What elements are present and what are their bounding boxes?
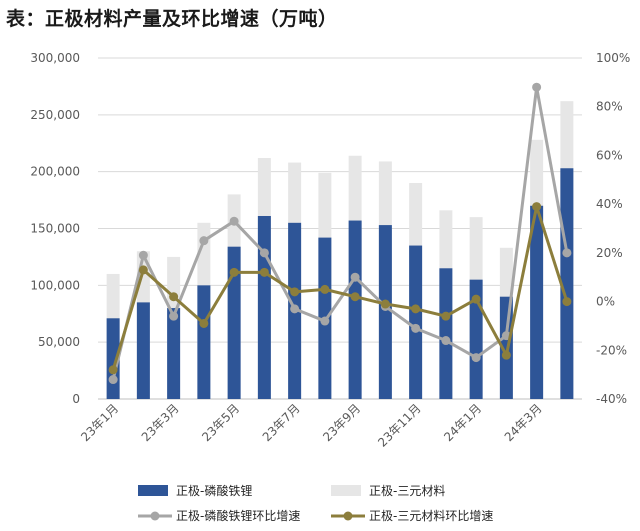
point-ternary-growth bbox=[259, 267, 269, 277]
point-lfp-growth bbox=[138, 250, 148, 260]
point-ternary-growth bbox=[532, 202, 542, 212]
x-tick-label: 23年5月 bbox=[199, 401, 242, 444]
x-axis: 23年1月 23年3月 23年5月 23年7月 23年9月 23年11月 24年1月 24年3… bbox=[78, 401, 545, 449]
point-lfp-growth bbox=[411, 323, 421, 333]
right-axis: -40% -20% 0% 20% 40% 60% 80% 100% bbox=[596, 51, 630, 406]
bar-lfp bbox=[257, 215, 271, 399]
x-tick-label: 23年11月 bbox=[375, 401, 423, 449]
point-lfp-growth bbox=[441, 336, 451, 346]
x-tick-label: 23年9月 bbox=[320, 401, 363, 444]
point-ternary-growth bbox=[411, 304, 421, 314]
point-ternary-growth bbox=[290, 287, 300, 297]
left-tick-label: 0 bbox=[72, 392, 80, 406]
x-tick-label: 24年1月 bbox=[441, 401, 484, 444]
x-tick-label: 24年3月 bbox=[502, 401, 545, 444]
point-ternary-growth bbox=[169, 292, 179, 302]
point-ternary-growth bbox=[199, 318, 209, 328]
legend-label: 正极-磷酸铁锂环比增速 bbox=[176, 508, 300, 523]
legend-label: 正极-三元材料环比增速 bbox=[369, 509, 493, 523]
left-axis: 0 50,000 100,000 150,000 200,000 250,000 300,0… bbox=[30, 51, 80, 406]
chart-title: 表：正极材料产量及环比增速（万吨） bbox=[6, 8, 338, 30]
legend-swatch bbox=[138, 485, 168, 496]
point-lfp-growth bbox=[471, 353, 481, 363]
right-tick-label: 60% bbox=[596, 148, 623, 162]
left-tick-label: 150,000 bbox=[30, 222, 80, 236]
point-ternary-growth bbox=[320, 284, 330, 294]
point-ternary-growth bbox=[471, 294, 481, 304]
point-ternary-growth bbox=[441, 311, 451, 321]
point-ternary-growth bbox=[138, 265, 148, 275]
bar-lfp bbox=[530, 205, 544, 399]
point-lfp-growth bbox=[562, 248, 572, 258]
right-tick-label: 80% bbox=[596, 100, 623, 114]
point-lfp-growth bbox=[199, 236, 209, 246]
point-lfp-growth bbox=[259, 248, 269, 258]
legend-label: 正极-三元材料 bbox=[369, 484, 445, 498]
point-lfp-growth bbox=[290, 304, 300, 314]
line-series bbox=[108, 82, 572, 385]
point-lfp-growth bbox=[229, 216, 239, 226]
point-lfp-growth bbox=[108, 375, 118, 385]
point-ternary-growth bbox=[562, 297, 572, 307]
right-tick-label: 40% bbox=[596, 197, 623, 211]
point-ternary-growth bbox=[108, 365, 118, 375]
x-tick-label: 23年7月 bbox=[260, 401, 303, 444]
right-tick-label: 20% bbox=[596, 246, 623, 260]
point-ternary-growth bbox=[229, 267, 239, 277]
bar-lfp bbox=[348, 220, 362, 399]
right-tick-label: -40% bbox=[596, 392, 627, 406]
point-ternary-growth bbox=[350, 292, 360, 302]
bar-lfp bbox=[136, 302, 150, 399]
right-tick-label: 0% bbox=[596, 295, 615, 309]
bar-lfp bbox=[409, 245, 423, 399]
left-tick-label: 250,000 bbox=[30, 108, 80, 122]
x-tick-label: 23年3月 bbox=[139, 401, 182, 444]
point-lfp-growth bbox=[532, 82, 542, 92]
left-tick-label: 300,000 bbox=[30, 51, 80, 65]
point-lfp-growth bbox=[350, 272, 360, 282]
point-lfp-growth bbox=[320, 316, 330, 326]
right-tick-label: 100% bbox=[596, 51, 630, 65]
bar-lfp bbox=[167, 308, 181, 399]
line-ternary-growth bbox=[111, 205, 569, 371]
bar-lfp bbox=[197, 285, 211, 399]
left-tick-label: 200,000 bbox=[30, 165, 80, 179]
right-tick-label: -20% bbox=[596, 343, 627, 357]
legend-label: 正极-磷酸铁锂 bbox=[176, 483, 252, 498]
legend-swatch bbox=[331, 485, 361, 496]
legend-marker bbox=[150, 511, 160, 521]
bar-lfp bbox=[439, 268, 453, 399]
bar-lfp bbox=[227, 246, 241, 399]
left-tick-label: 50,000 bbox=[38, 335, 80, 349]
bar-lfp bbox=[378, 225, 392, 399]
bar-lfp bbox=[469, 279, 483, 399]
point-lfp-growth bbox=[169, 311, 179, 321]
legend-marker bbox=[343, 511, 353, 521]
bar-lfp bbox=[560, 168, 574, 399]
point-ternary-growth bbox=[501, 350, 511, 360]
point-ternary-growth bbox=[380, 299, 390, 309]
line-lfp-growth bbox=[111, 85, 569, 380]
left-tick-label: 100,000 bbox=[30, 278, 80, 292]
x-tick-label: 23年1月 bbox=[78, 401, 121, 444]
